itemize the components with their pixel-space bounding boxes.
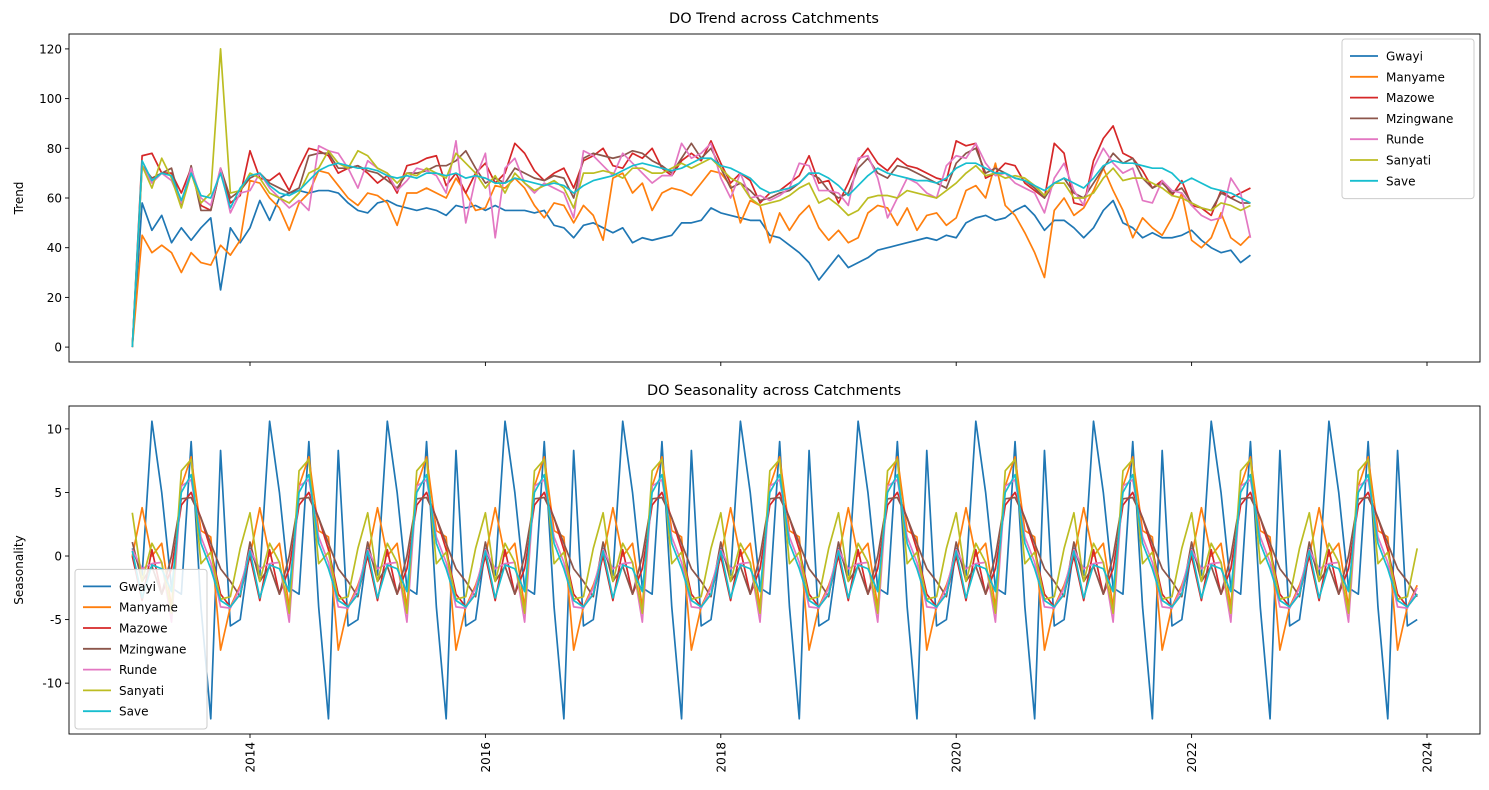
seasonality-y-ticks: -10 -5 0 5 10 <box>42 422 69 691</box>
legend-label-mzingwane: Mzingwane <box>119 642 186 656</box>
seasonality-y-axis-label: Seasonality <box>12 535 26 604</box>
series-line-sanyati <box>131 48 1251 348</box>
trend-panel: DO Trend across Catchments Trend 0 20 40 60… <box>12 11 1481 366</box>
x-tick-label: 2024 <box>1421 742 1435 773</box>
legend-label-mzingwane: Mzingwane <box>1386 112 1453 126</box>
seasonality-lines <box>131 420 1419 720</box>
legend-label-save: Save <box>1386 174 1415 188</box>
legend-label-mazowe: Mazowe <box>119 622 168 636</box>
legend-box <box>74 568 208 730</box>
x-tick-label: 2016 <box>479 742 493 773</box>
y-tick-label: 20 <box>47 291 62 305</box>
legend-label-gwayi: Gwayi <box>1386 50 1423 64</box>
y-tick-label: -5 <box>50 613 62 627</box>
seasonality-legend: Gwayi Manyame Mazowe Mzingwane Runde Sanyati S… <box>74 568 208 730</box>
series-line-mzingwane <box>131 496 1418 598</box>
y-tick-label: 80 <box>47 142 62 156</box>
legend-label-runde: Runde <box>1386 133 1424 147</box>
legend-label-manyame: Manyame <box>1386 70 1445 84</box>
trend-title: DO Trend across Catchments <box>669 11 879 27</box>
series-line-gwayi <box>131 189 1251 348</box>
y-tick-label: -10 <box>42 677 62 691</box>
trend-y-ticks: 0 20 40 60 80 100 120 <box>39 42 69 355</box>
y-tick-label: 120 <box>39 42 62 56</box>
y-tick-label: 40 <box>47 241 62 255</box>
series-line-sanyati <box>131 458 1419 615</box>
seasonality-panel: DO Seasonality across Catchments Seasona… <box>12 383 1481 773</box>
legend-box <box>1341 38 1475 200</box>
trend-axes-frame <box>68 33 1481 363</box>
x-tick-label: 2020 <box>950 742 964 773</box>
series-line-runde <box>131 140 1252 348</box>
series-line-save <box>131 473 1418 608</box>
seasonality-axes-frame <box>68 405 1481 735</box>
seasonality-title: DO Seasonality across Catchments <box>647 383 901 399</box>
trend-legend: Gwayi Manyame Mazowe Mzingwane Runde Sanyati S… <box>1341 38 1475 200</box>
trend-lines <box>131 48 1252 348</box>
trend-x-ticks <box>249 362 1428 366</box>
x-tick-label: 2014 <box>244 742 258 773</box>
y-tick-label: 5 <box>54 486 62 500</box>
legend-label-mazowe: Mazowe <box>1386 91 1435 105</box>
series-line-mzingwane <box>131 142 1251 348</box>
series-line-save <box>131 157 1251 348</box>
y-tick-label: 10 <box>47 422 62 436</box>
y-tick-label: 0 <box>54 341 62 355</box>
x-tick-label: 2018 <box>714 742 728 773</box>
y-tick-label: 100 <box>39 92 62 106</box>
legend-label-manyame: Manyame <box>119 601 178 615</box>
seasonality-x-ticks: 2014 2016 2018 2020 2022 2024 <box>244 734 1435 773</box>
legend-label-sanyati: Sanyati <box>119 684 164 698</box>
series-line-manyame <box>131 456 1418 651</box>
x-tick-label: 2022 <box>1185 742 1199 773</box>
trend-y-axis-label: Trend <box>12 182 26 216</box>
legend-label-gwayi: Gwayi <box>119 580 156 594</box>
y-tick-label: 60 <box>47 192 62 206</box>
y-tick-label: 0 <box>54 550 62 564</box>
legend-label-runde: Runde <box>119 663 157 677</box>
legend-label-save: Save <box>119 705 148 719</box>
series-line-runde <box>131 478 1418 623</box>
legend-label-sanyati: Sanyati <box>1386 154 1431 168</box>
